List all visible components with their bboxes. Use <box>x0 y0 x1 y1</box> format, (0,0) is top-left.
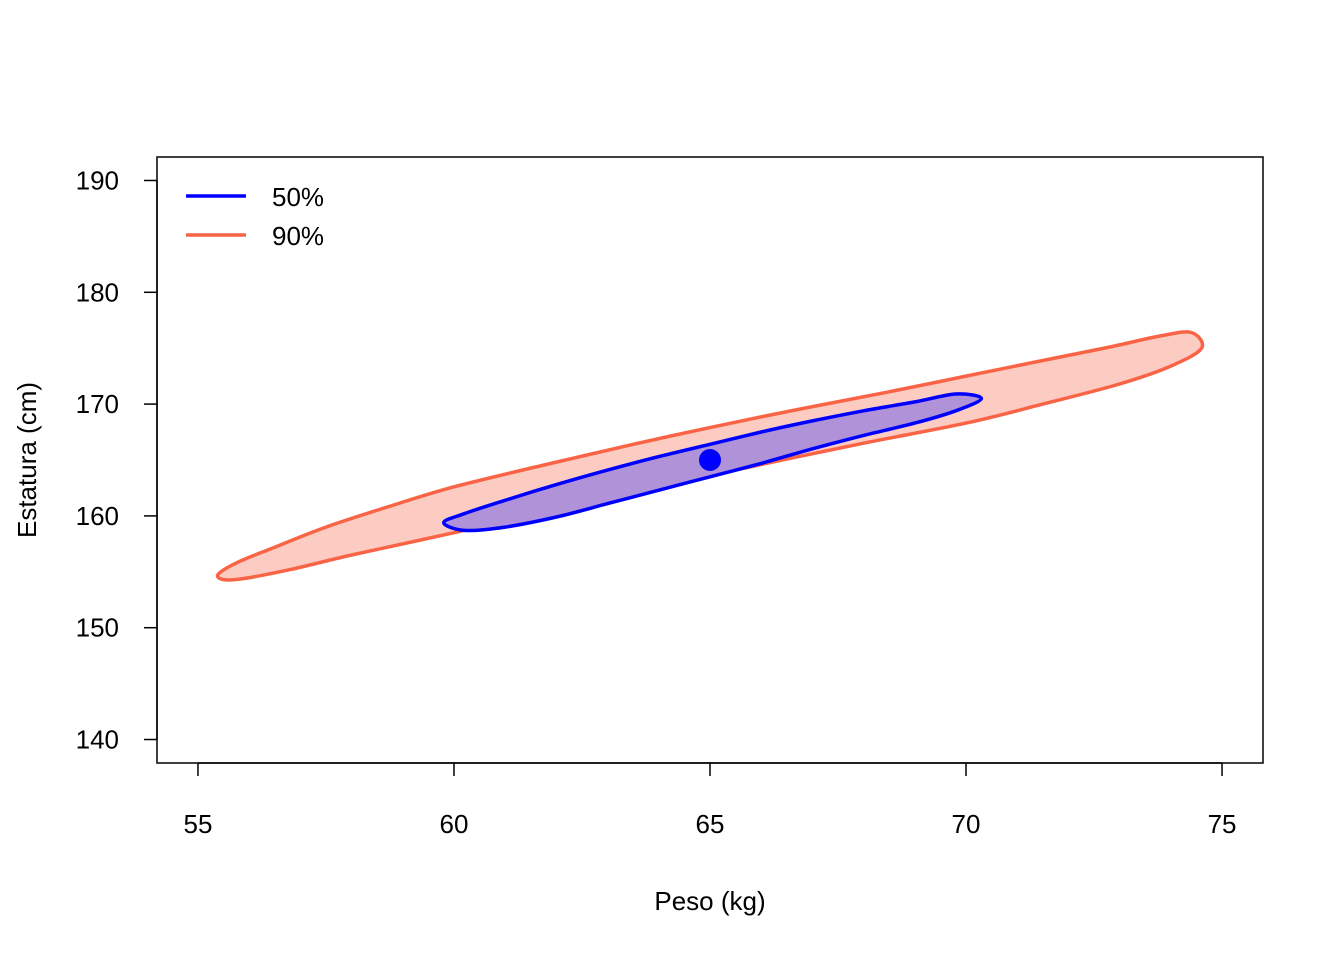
x-tick-label: 65 <box>696 809 725 839</box>
y-tick-label: 140 <box>76 725 119 755</box>
y-tick-label: 160 <box>76 501 119 531</box>
center-point <box>699 449 721 471</box>
y-axis: 140 150 160 170 180 190 <box>76 165 158 755</box>
x-tick-label: 55 <box>184 809 213 839</box>
y-tick-label: 170 <box>76 389 119 419</box>
legend-label-90: 90% <box>272 221 324 251</box>
center-point-layer <box>699 449 721 471</box>
y-tick-label: 150 <box>76 613 119 643</box>
x-tick-label: 70 <box>952 809 981 839</box>
y-tick-label: 180 <box>76 277 119 307</box>
legend-label-50: 50% <box>272 182 324 212</box>
y-axis-title: Estatura (cm) <box>12 382 42 538</box>
x-axis: 55 60 65 70 75 <box>184 762 1237 839</box>
x-tick-label: 60 <box>440 809 469 839</box>
y-tick-label: 190 <box>76 165 119 195</box>
x-axis-title: Peso (kg) <box>654 886 765 916</box>
x-tick-label: 75 <box>1208 809 1237 839</box>
legend: 50% 90% <box>186 182 324 251</box>
